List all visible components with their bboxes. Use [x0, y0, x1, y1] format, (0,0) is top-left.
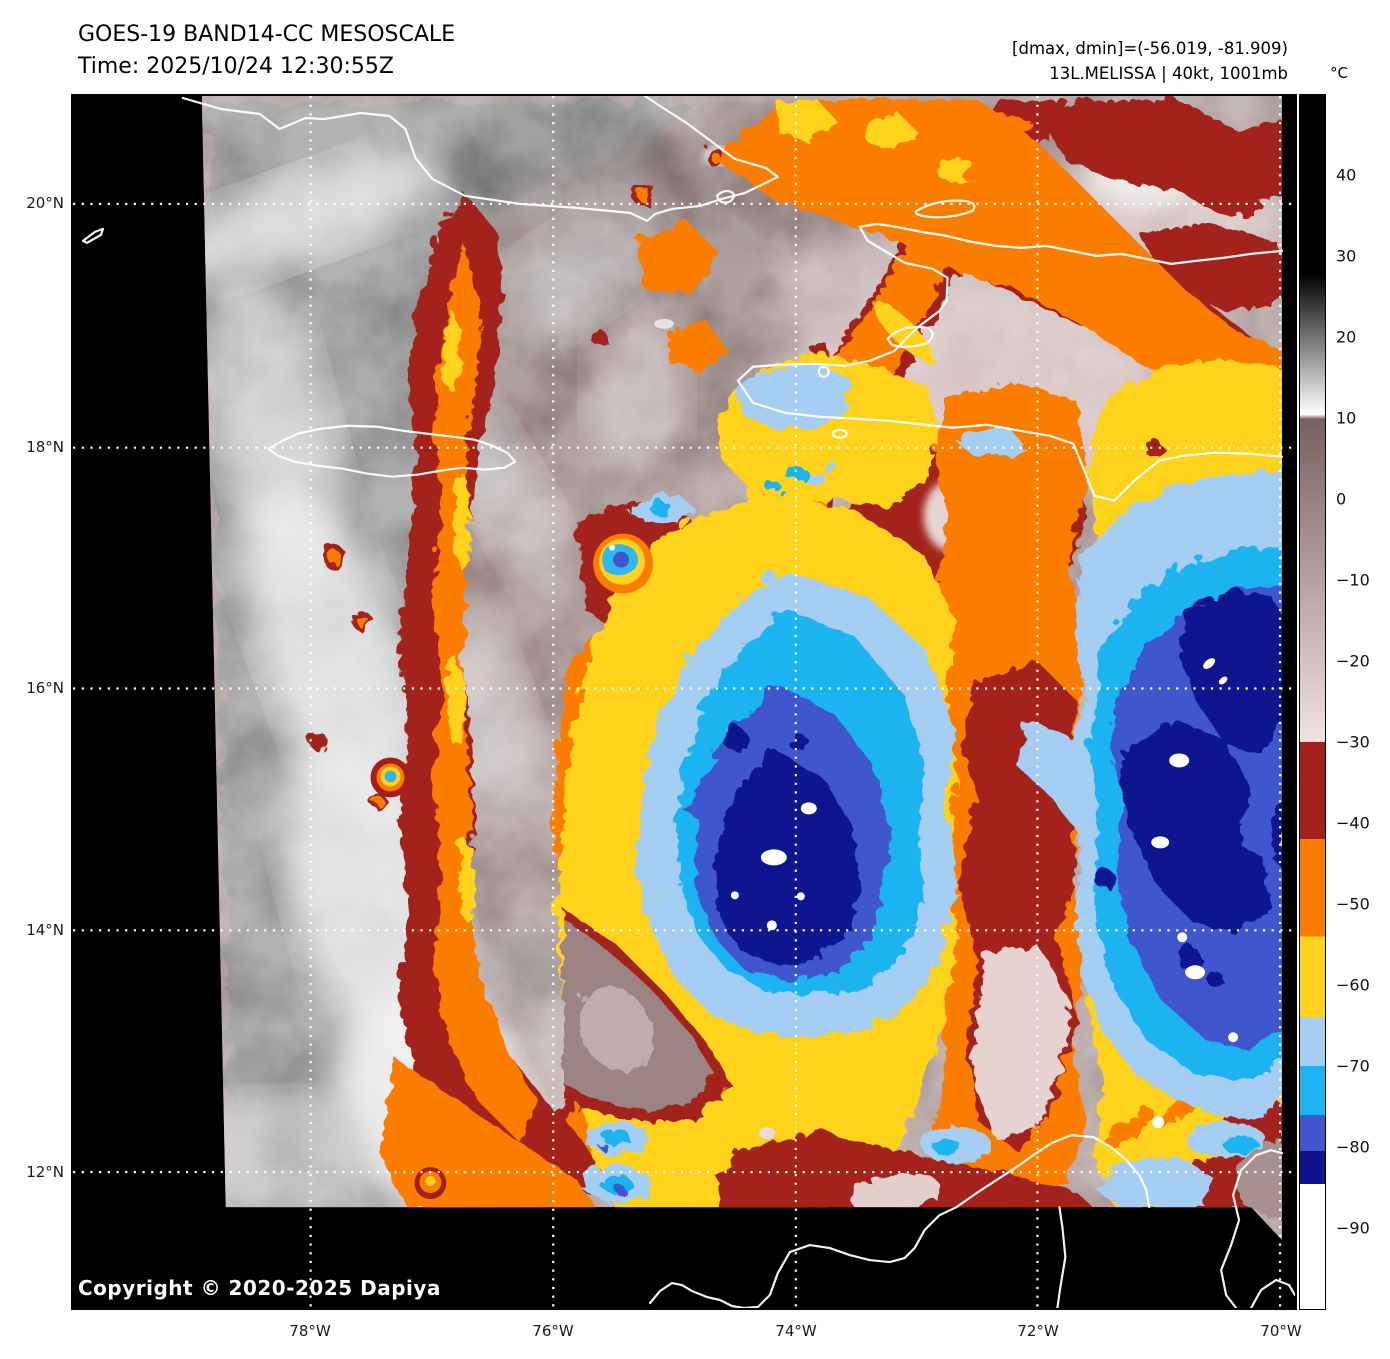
- coastline-ile-a-vache: [831, 428, 848, 439]
- overshoot-specks: [654, 318, 1239, 1140]
- small-cold-spot-west: [593, 533, 654, 594]
- cbar-tick-20: 20: [1336, 327, 1357, 347]
- coastline-gonave: [886, 325, 934, 348]
- lat-label-12n: 12°N: [26, 1163, 64, 1181]
- lat-label-20n: 20°N: [26, 194, 64, 212]
- coastline-cayemites: [817, 365, 830, 378]
- cbar-tick-m20: −20: [1336, 651, 1370, 671]
- cbar-tick-m80: −80: [1336, 1137, 1370, 1157]
- coastline-colombia: [648, 1134, 1151, 1308]
- coastline-jamaica: [267, 424, 517, 478]
- lon-label-72w: 72°W: [1017, 1322, 1059, 1340]
- data-swath: [201, 96, 1283, 1241]
- cbar-tick-m40: −40: [1336, 813, 1370, 833]
- coastline-cuba: [181, 96, 779, 222]
- lon-label-70w: 70°W: [1260, 1322, 1302, 1340]
- cbar-tick-m90: −90: [1336, 1218, 1370, 1238]
- lon-label-78w: 78°W: [289, 1322, 331, 1340]
- lon-label-76w: 76°W: [532, 1322, 574, 1340]
- coastlines: [81, 96, 1295, 1308]
- cbar-tick-m50: −50: [1336, 894, 1370, 914]
- coastline-hispaniola-north: [858, 222, 1284, 265]
- lon-label-74w: 74°W: [775, 1322, 817, 1340]
- cbar-tick-10: 10: [1336, 408, 1357, 428]
- timestamp: Time: 2025/10/24 12:30:55Z: [78, 54, 394, 79]
- storm-annotation: 13L.MELISSA | 40kt, 1001mb: [1049, 64, 1288, 83]
- colorbar: [1299, 94, 1326, 1310]
- cbar-tick-30: 30: [1336, 246, 1357, 266]
- cbar-tick-m30: −30: [1336, 732, 1370, 752]
- map-plot: [71, 94, 1297, 1310]
- cbar-tick-m70: −70: [1336, 1056, 1370, 1076]
- navy-zones: [709, 587, 1283, 984]
- small-warm-spot-bottomleft: [414, 1167, 447, 1200]
- copyright: Copyright © 2020-2025 Dapiya: [78, 1276, 441, 1300]
- lat-label-16n: 16°N: [26, 679, 64, 697]
- satellite-scene: [73, 96, 1295, 1308]
- coastline-tortue: [914, 199, 976, 219]
- coastline-gulf-venezuela: [1056, 1205, 1067, 1308]
- lat-label-18n: 18°N: [26, 438, 64, 456]
- colorbar-unit: °C: [1330, 64, 1348, 82]
- graticule: [73, 96, 1295, 1308]
- coastline-cayo: [715, 189, 735, 204]
- dmax-dmin-annotation: [dmax, dmin]=(-56.019, -81.909): [1012, 39, 1288, 58]
- page-title: GOES-19 BAND14-CC MESOSCALE: [78, 22, 456, 47]
- cbar-tick-m10: −10: [1336, 570, 1370, 590]
- cbar-tick-m60: −60: [1336, 975, 1370, 995]
- cbar-tick-0: 0: [1336, 489, 1347, 509]
- annotation-block: [dmax, dmin]=(-56.019, -81.909) 13L.MELI…: [1012, 36, 1288, 86]
- coastline-paraguana-east: [1249, 1278, 1295, 1308]
- lat-label-14n: 14°N: [26, 921, 64, 939]
- coastline-haiti-south: [736, 225, 1284, 502]
- coastline-cayman: [81, 227, 105, 244]
- coastline-paraguana: [1220, 1149, 1284, 1308]
- small-cold-spot-left: [370, 757, 411, 798]
- cbar-tick-40: 40: [1336, 165, 1357, 185]
